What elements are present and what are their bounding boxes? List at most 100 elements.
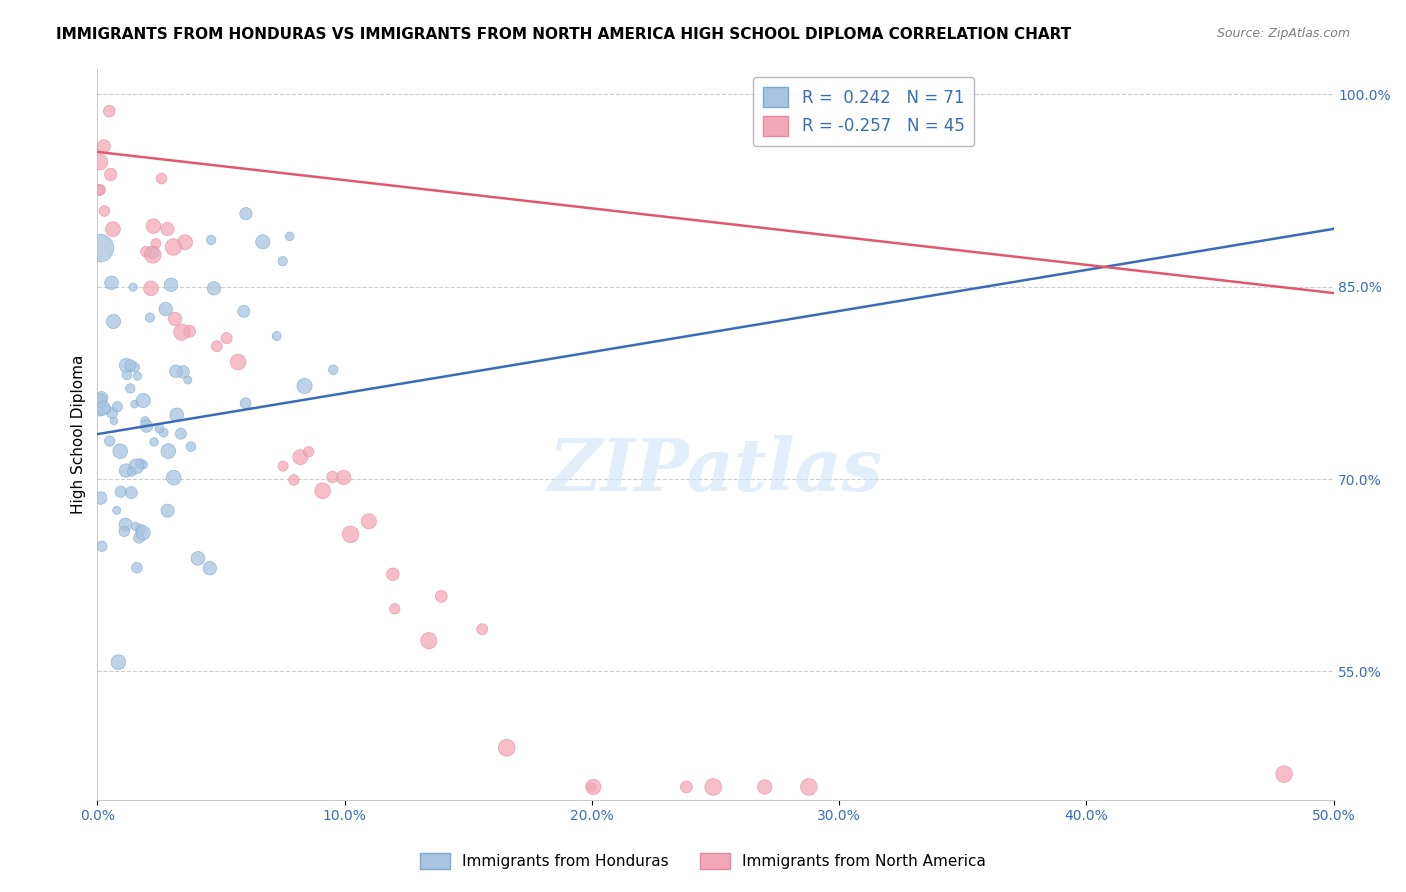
Point (103, 314, 125, 328)
Point (381, 567, 404, 582)
Point (252, 235, 274, 249)
Point (93, 204, 115, 219)
Point (155, 302, 177, 317)
Point (160, 277, 183, 292)
Y-axis label: High School Diploma: High School Diploma (72, 354, 86, 514)
Point (132, 393, 155, 408)
Point (172, 365, 194, 379)
Point (142, 248, 165, 262)
Point (114, 517, 136, 532)
Point (162, 240, 184, 254)
Point (124, 519, 146, 533)
Point (96, 401, 118, 416)
Point (298, 444, 321, 458)
Point (495, 740, 517, 755)
Point (235, 396, 257, 410)
Point (384, 602, 406, 616)
Point (283, 473, 305, 487)
Point (125, 560, 148, 574)
Point (120, 381, 142, 395)
Point (89, 241, 111, 255)
Text: IMMIGRANTS FROM HONDURAS VS IMMIGRANTS FROM NORTH AMERICA HIGH SCHOOL DIPLOMA CO: IMMIGRANTS FROM HONDURAS VS IMMIGRANTS F… (56, 27, 1071, 42)
Point (271, 459, 294, 474)
Point (121, 465, 143, 479)
Point (101, 222, 124, 236)
Point (675, 780, 697, 794)
Point (128, 531, 150, 545)
Point (202, 281, 225, 295)
Point (105, 400, 128, 414)
Point (89, 183, 111, 197)
Point (143, 434, 166, 449)
Point (215, 331, 238, 345)
Point (103, 414, 125, 428)
Point (124, 397, 146, 411)
Point (278, 229, 301, 244)
Point (321, 470, 343, 484)
Point (135, 419, 157, 434)
Point (135, 244, 157, 259)
Point (332, 470, 354, 484)
Point (91, 539, 114, 553)
Point (418, 633, 440, 648)
Point (170, 426, 193, 441)
Point (115, 368, 138, 382)
Text: ZIPatlas: ZIPatlas (548, 435, 883, 506)
Point (702, 780, 724, 794)
Point (471, 622, 494, 636)
Point (120, 485, 142, 500)
Point (271, 254, 294, 268)
Point (100, 276, 122, 290)
Point (152, 425, 174, 440)
Point (170, 325, 193, 339)
Point (100, 167, 122, 181)
Point (157, 444, 180, 458)
Point (89, 155, 111, 169)
Point (93, 139, 115, 153)
Point (115, 464, 138, 478)
Point (150, 171, 173, 186)
Point (235, 207, 257, 221)
Point (797, 780, 820, 794)
Point (311, 483, 333, 498)
Point (125, 459, 148, 474)
Point (89, 404, 111, 418)
Point (294, 379, 316, 393)
Point (132, 525, 155, 540)
Point (105, 503, 128, 517)
Point (174, 235, 197, 250)
Point (98, 104, 121, 119)
Point (156, 504, 179, 518)
Point (163, 470, 186, 484)
Legend: Immigrants from Honduras, Immigrants from North America: Immigrants from Honduras, Immigrants fro… (413, 847, 993, 875)
Point (98, 434, 121, 448)
Point (357, 514, 380, 528)
Text: Source: ZipAtlas.com: Source: ZipAtlas.com (1216, 27, 1350, 40)
Point (205, 339, 228, 353)
Point (142, 245, 165, 260)
Point (163, 312, 186, 326)
Point (142, 219, 165, 233)
Point (165, 364, 187, 378)
Point (339, 527, 361, 541)
Point (91, 401, 114, 416)
Point (89, 183, 111, 197)
Point (1272, 767, 1295, 781)
Point (129, 522, 152, 536)
Point (148, 421, 170, 435)
Point (108, 444, 131, 458)
Point (232, 304, 254, 318)
Point (187, 551, 209, 566)
Point (177, 373, 200, 387)
Point (120, 359, 142, 373)
Point (581, 780, 603, 794)
Point (139, 310, 162, 325)
Point (430, 590, 453, 604)
Point (582, 780, 605, 794)
Legend: R =  0.242   N = 71, R = -0.257   N = 45: R = 0.242 N = 71, R = -0.257 N = 45 (754, 77, 974, 146)
Point (322, 363, 344, 377)
Point (179, 324, 201, 338)
Point (145, 236, 167, 251)
Point (226, 355, 249, 369)
Point (198, 561, 221, 575)
